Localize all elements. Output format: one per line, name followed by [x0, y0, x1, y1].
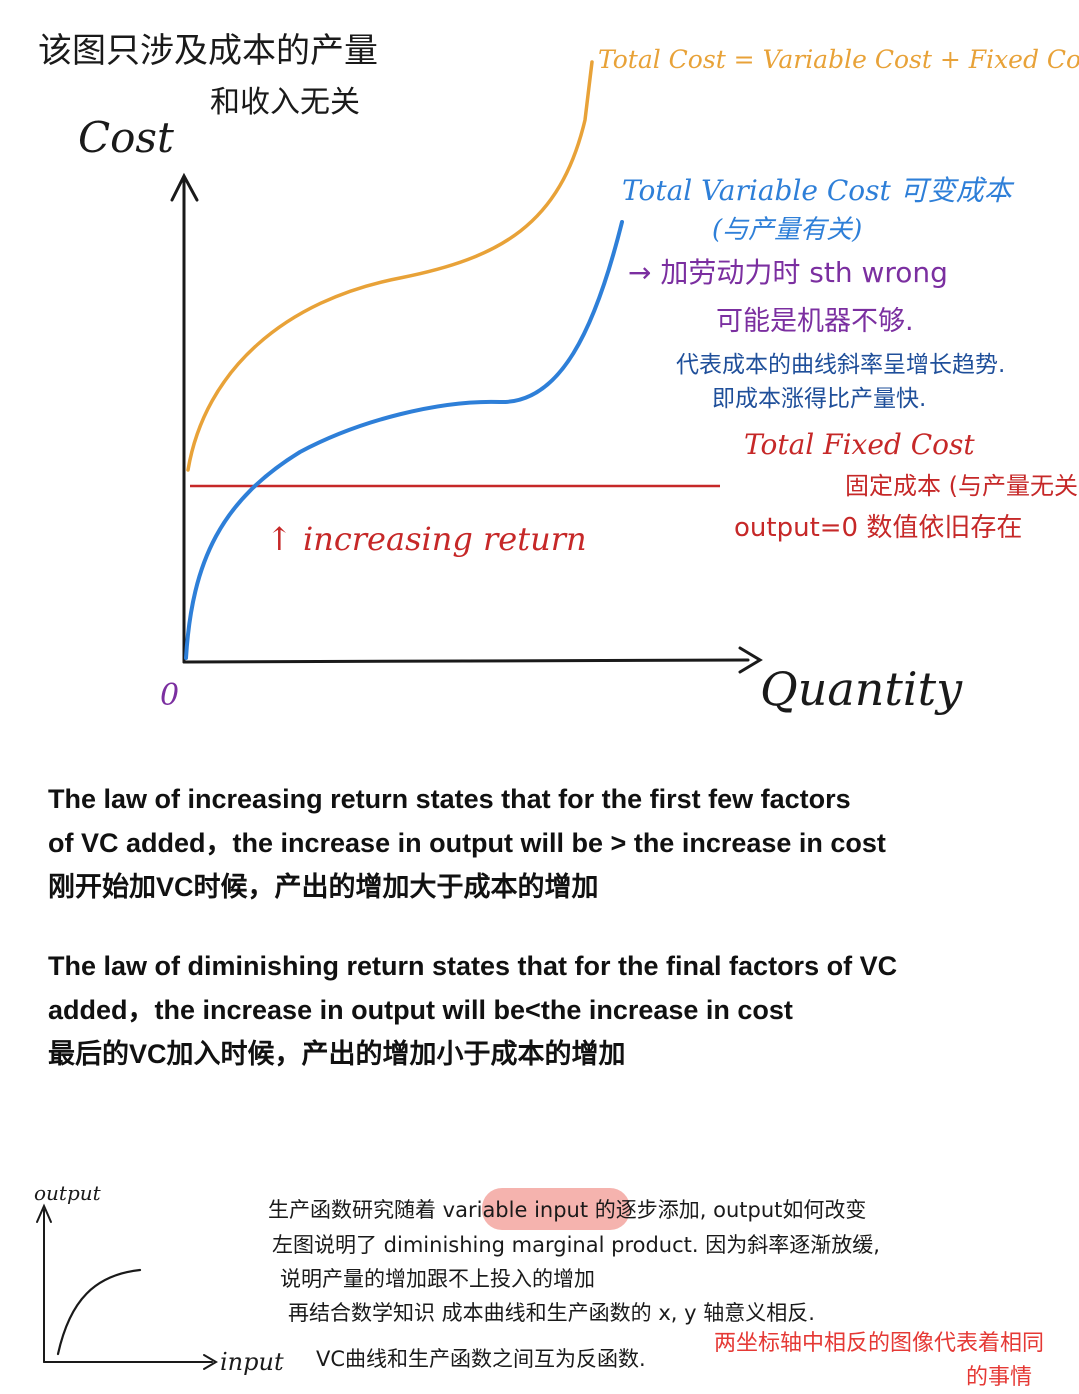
increasing-line-1: The law of increasing return states that… [48, 784, 851, 814]
bottom-note-line3: 说明产量的增加跟不上投入的增加 [280, 1267, 595, 1291]
increasing-line-2: of VC added，the increase in output will … [48, 828, 886, 858]
x-axis [182, 658, 750, 664]
x-axis-label: Quantity [760, 662, 963, 716]
tvc-label: Total Variable Cost 可变成本 [622, 174, 1015, 207]
mini-y-label: output [34, 1181, 102, 1205]
total-cost-label: Total Cost = Variable Cost + Fixed Cost [598, 45, 1079, 74]
purple-note-line2: 可能是机器不够. [716, 306, 914, 337]
production-function-curve [56, 1268, 142, 1356]
red-note-line1: 两坐标轴中相反的图像代表着相同 [714, 1331, 1044, 1356]
blue-note-line2: 即成本涨得比产量快. [712, 386, 926, 412]
tvc-sub: (与产量有关) [712, 215, 862, 245]
blue-note-line1: 代表成本的曲线斜率呈增长趋势. [676, 352, 1005, 378]
increasing-return-label: ↑ increasing return [266, 520, 587, 558]
increasing-return-paragraph: The law of increasing return states that… [48, 777, 1068, 909]
origin-label: 0 [160, 678, 179, 713]
note-cn-line1: 该图只涉及成本的产量 [38, 31, 378, 71]
diminishing-line-1: The law of diminishing return states tha… [48, 951, 898, 981]
y-axis-label: Cost [78, 113, 174, 162]
mini-x-arrowhead [203, 1354, 218, 1370]
bottom-note-line2: 左图说明了 diminishing marginal product. 因为斜率… [272, 1233, 880, 1257]
tfc-note: output=0 数值依旧存在 [734, 513, 1022, 543]
bottom-note-line1: 生产函数研究随着 variable input 的逐步添加, output如何改… [268, 1198, 866, 1222]
main-axes [170, 172, 763, 674]
purple-note-line1: → 加劳动力时 sth wrong [628, 256, 948, 289]
tfc-sub: 固定成本 (与产量无关) [845, 472, 1079, 500]
diminishing-return-paragraph: The law of diminishing return states tha… [48, 944, 1068, 1076]
red-note-line2: 的事情 [966, 1365, 1032, 1390]
bottom-note-line4: 再结合数学知识 成本曲线和生产函数的 x, y 轴意义相反. [288, 1301, 815, 1325]
mini-x-label: input [220, 1348, 284, 1376]
mini-axes [36, 1203, 218, 1370]
total-variable-cost-curve [184, 220, 624, 660]
x-axis-arrowhead [738, 646, 763, 674]
total-cost-curve [186, 60, 594, 472]
diminishing-line-3: 最后的VC加入时候，产出的增加小于成本的增加 [48, 1039, 626, 1069]
diminishing-line-2: added，the increase in output will be<the… [48, 995, 793, 1025]
note-cn-line2: 和收入无关 [210, 85, 360, 120]
mini-y-arrowhead [36, 1203, 52, 1223]
increasing-line-3: 刚开始加VC时候，产出的增加大于成本的增加 [48, 872, 599, 902]
y-axis-arrowhead [170, 172, 199, 202]
highlight-marker [482, 1188, 630, 1230]
tfc-label: Total Fixed Cost [744, 428, 975, 461]
bottom-note-line5: VC曲线和生产函数之间互为反函数. [316, 1347, 646, 1371]
